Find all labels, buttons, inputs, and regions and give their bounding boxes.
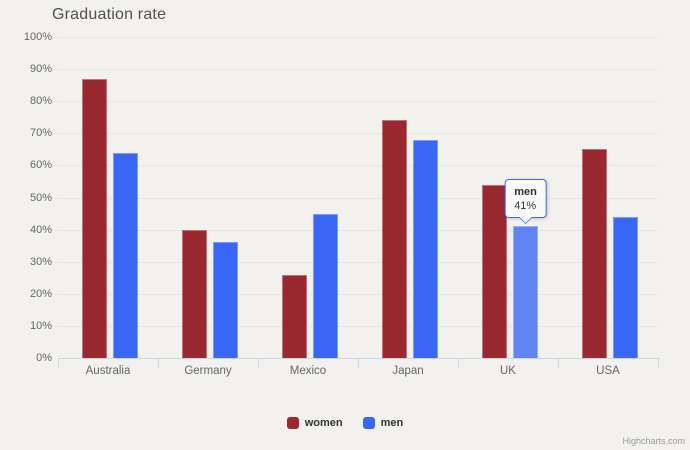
gridline [58, 165, 658, 167]
x-axis-tick [458, 358, 459, 368]
x-axis-category-label-mexico: Mexico [289, 365, 327, 377]
bar-men-mexico[interactable] [313, 213, 338, 358]
x-axis-tick [658, 358, 659, 368]
legend: women men [0, 414, 690, 432]
x-axis-category-label-usa: USA [596, 365, 620, 377]
gridline [58, 197, 658, 199]
bar-men-australia[interactable] [113, 152, 138, 358]
legend-swatch-women [286, 417, 299, 429]
y-axis-tick-label: 30% [29, 255, 52, 268]
gridline [58, 133, 658, 135]
x-axis-category-label-uk: UK [500, 365, 516, 377]
y-axis-tick-label: 100% [23, 31, 52, 43]
y-axis-tick-label: 40% [29, 223, 52, 236]
x-axis-tick [58, 358, 59, 368]
y-axis-tick-label: 80% [29, 95, 52, 108]
legend-item-men[interactable]: men [362, 416, 404, 430]
bar-women-germany[interactable] [182, 229, 207, 358]
y-axis-tick-label: 10% [29, 319, 52, 332]
bar-men-uk[interactable] [513, 226, 538, 358]
gridline [58, 261, 658, 263]
bar-men-japan[interactable] [413, 139, 438, 358]
x-axis-category-label-germany: Germany [184, 365, 232, 377]
tooltip-value: 41% [514, 200, 537, 213]
tooltip: men 41% [504, 179, 547, 225]
x-axis-category-label-australia: Australia [85, 365, 131, 377]
highcharts-credit-link[interactable]: Highcharts.com [622, 436, 685, 446]
gridline [58, 293, 658, 295]
gridline [58, 325, 658, 327]
bar-women-japan[interactable] [382, 120, 407, 358]
x-axis-tick [358, 358, 359, 368]
y-axis-tick-label: 20% [29, 287, 52, 300]
legend-label-men: men [380, 417, 404, 429]
y-axis-tick-label: 70% [29, 127, 52, 140]
bar-women-uk[interactable] [482, 184, 507, 358]
y-axis-tick-label: 0% [36, 352, 52, 364]
bar-women-usa[interactable] [582, 149, 607, 358]
tooltip-series-name: men [514, 186, 537, 199]
gridline [58, 229, 658, 231]
gridline [58, 101, 658, 103]
x-axis-tick [258, 358, 259, 368]
y-axis-tick-label: 60% [29, 159, 52, 172]
x-axis-tick [158, 358, 159, 368]
gridline [58, 37, 658, 38]
legend-item-women[interactable]: women [286, 416, 343, 430]
bar-women-mexico[interactable] [282, 274, 307, 358]
gridline [58, 69, 658, 71]
y-axis-tick-label: 50% [29, 191, 52, 204]
bar-men-germany[interactable] [213, 242, 238, 358]
legend-label-women: women [304, 417, 343, 429]
y-axis-tick-label: 90% [29, 63, 52, 76]
bar-men-usa[interactable] [613, 216, 638, 358]
chart-title: Graduation rate [52, 6, 167, 23]
x-axis-category-label-japan: Japan [392, 365, 424, 377]
x-axis-tick [558, 358, 559, 368]
legend-swatch-men [362, 417, 375, 429]
bar-women-australia[interactable] [82, 78, 107, 358]
